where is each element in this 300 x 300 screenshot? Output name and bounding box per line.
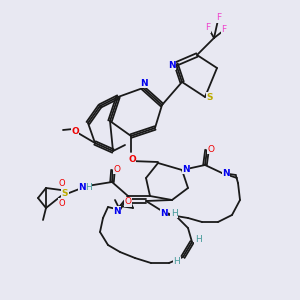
Text: N: N <box>168 61 176 70</box>
Text: H: H <box>195 235 201 244</box>
Text: N: N <box>160 208 168 217</box>
Text: O: O <box>59 199 65 208</box>
Text: H: H <box>174 257 180 266</box>
Text: N: N <box>182 164 190 173</box>
Text: N: N <box>78 182 86 191</box>
Text: N: N <box>140 79 148 88</box>
Text: O: O <box>208 145 214 154</box>
Text: F: F <box>221 26 226 34</box>
Text: O: O <box>71 127 79 136</box>
Text: S: S <box>62 188 68 197</box>
Text: N: N <box>113 206 121 215</box>
Text: H: H <box>171 208 177 217</box>
Text: F: F <box>216 14 222 22</box>
Text: O: O <box>59 178 65 188</box>
Text: O: O <box>113 164 121 173</box>
Text: F: F <box>206 23 211 32</box>
Text: O: O <box>128 154 136 164</box>
Text: N: N <box>222 169 230 178</box>
Text: S: S <box>207 92 213 101</box>
Text: O: O <box>124 197 131 206</box>
Text: H: H <box>85 182 92 191</box>
